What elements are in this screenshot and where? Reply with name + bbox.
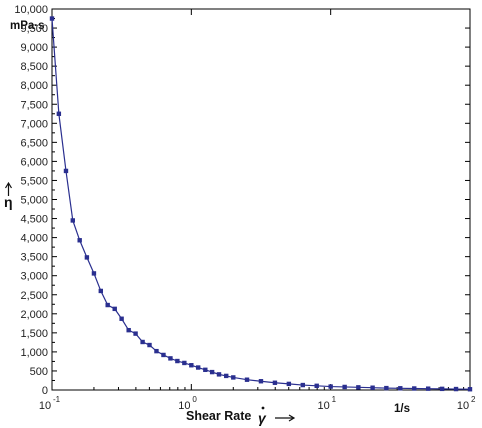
data-point xyxy=(203,367,208,373)
data-point xyxy=(216,372,222,377)
x-tick-label-exponent: -1 xyxy=(53,395,61,404)
y-tick-label: 3,000 xyxy=(20,271,48,283)
y-axis-ticks: 0 500 1,000 1,500 2,000 2,500 3,000 3,500 4,000 4… xyxy=(14,4,470,397)
x-tick-label-base: 10 xyxy=(457,400,469,412)
data-point xyxy=(453,386,459,392)
y-tick-label: 1,000 xyxy=(20,347,48,359)
data-point xyxy=(467,387,473,392)
x-tick-label: 102 xyxy=(457,395,476,412)
data-point xyxy=(300,382,305,388)
x-tick-label-base: 10 xyxy=(318,400,330,412)
y-tick-label: 5,500 xyxy=(20,175,48,187)
data-point xyxy=(384,385,389,391)
y-tick-label: 7,500 xyxy=(20,99,48,111)
x-axis-arrow-icon xyxy=(275,414,296,422)
y-tick-label: 9,500 xyxy=(20,23,48,35)
plot-frame xyxy=(51,8,471,391)
data-point xyxy=(328,384,333,389)
y-tick-label: 4,500 xyxy=(20,214,48,226)
data-point xyxy=(272,380,278,385)
data-point xyxy=(398,386,403,391)
data-point xyxy=(168,356,173,361)
data-point xyxy=(56,111,62,116)
y-tick-label: 2,000 xyxy=(20,309,48,321)
x-tick-label-exponent: 2 xyxy=(471,395,476,404)
data-point xyxy=(140,339,145,345)
y-tick-label: 7,000 xyxy=(20,118,48,130)
x-tick-label: 10-1 xyxy=(39,395,61,412)
x-tick-label-base: 10 xyxy=(178,400,190,412)
y-tick-label: 1,500 xyxy=(20,328,48,340)
series-line xyxy=(51,18,471,390)
data-point xyxy=(314,383,319,389)
data-point xyxy=(70,218,75,223)
data-point xyxy=(244,377,250,382)
y-axis-unit: mPa·s xyxy=(10,20,45,32)
y-tick-label: 8,500 xyxy=(20,61,48,73)
data-point xyxy=(182,360,187,366)
data-point xyxy=(258,379,264,384)
data-point xyxy=(231,375,236,380)
data-point xyxy=(98,288,103,294)
y-tick-label: 9,000 xyxy=(20,42,48,54)
data-point xyxy=(126,327,131,333)
data-point xyxy=(154,348,159,354)
y-tick-label: 5,000 xyxy=(20,195,48,207)
x-axis-title: Shear Rate γ xyxy=(186,406,296,426)
y-tick-label: 2,500 xyxy=(20,290,48,302)
y-axis-title: η xyxy=(4,181,13,210)
data-point xyxy=(425,386,431,391)
data-point xyxy=(224,373,229,379)
y-axis-arrow-icon xyxy=(4,181,13,196)
data-point xyxy=(209,369,215,375)
y-tick-label: 10,000 xyxy=(14,4,48,16)
data-point xyxy=(105,302,110,308)
x-axis-label: Shear Rate xyxy=(186,409,251,423)
y-tick-label: 0 xyxy=(42,385,48,397)
data-point xyxy=(147,342,152,348)
data-point xyxy=(412,386,417,391)
data-point xyxy=(370,385,375,390)
y-tick-label: 3,500 xyxy=(20,252,48,264)
data-point xyxy=(63,168,69,174)
x-axis-symbol-dot xyxy=(261,406,265,410)
y-tick-label: 6,500 xyxy=(20,137,48,149)
data-point xyxy=(119,316,124,321)
y-tick-label: 4,000 xyxy=(20,233,48,245)
data-point xyxy=(161,352,166,358)
x-tick-label: 101 xyxy=(318,395,337,412)
x-tick-label: 100 xyxy=(178,395,197,412)
x-axis-unit: 1/s xyxy=(394,403,410,415)
data-point xyxy=(91,271,97,276)
y-tick-label: 8,000 xyxy=(20,80,48,92)
x-tick-label-base: 10 xyxy=(39,400,51,412)
data-point xyxy=(175,358,180,364)
data-point xyxy=(49,16,55,21)
x-axis-symbol: γ xyxy=(258,410,267,426)
data-point xyxy=(189,363,194,368)
data-point xyxy=(286,381,292,387)
data-point xyxy=(439,386,445,392)
data-point xyxy=(112,306,117,312)
data-point xyxy=(84,255,90,260)
y-axis-symbol: η xyxy=(4,194,13,210)
series-points xyxy=(49,16,473,392)
y-tick-label: 500 xyxy=(30,366,48,378)
x-tick-label-exponent: 0 xyxy=(192,395,197,404)
x-tick-label-exponent: 1 xyxy=(332,395,337,404)
data-point xyxy=(133,331,138,336)
data-point xyxy=(356,385,361,390)
data-point xyxy=(195,365,201,370)
y-tick-label: 6,000 xyxy=(20,156,48,168)
data-point xyxy=(342,384,347,390)
data-point xyxy=(77,238,82,243)
